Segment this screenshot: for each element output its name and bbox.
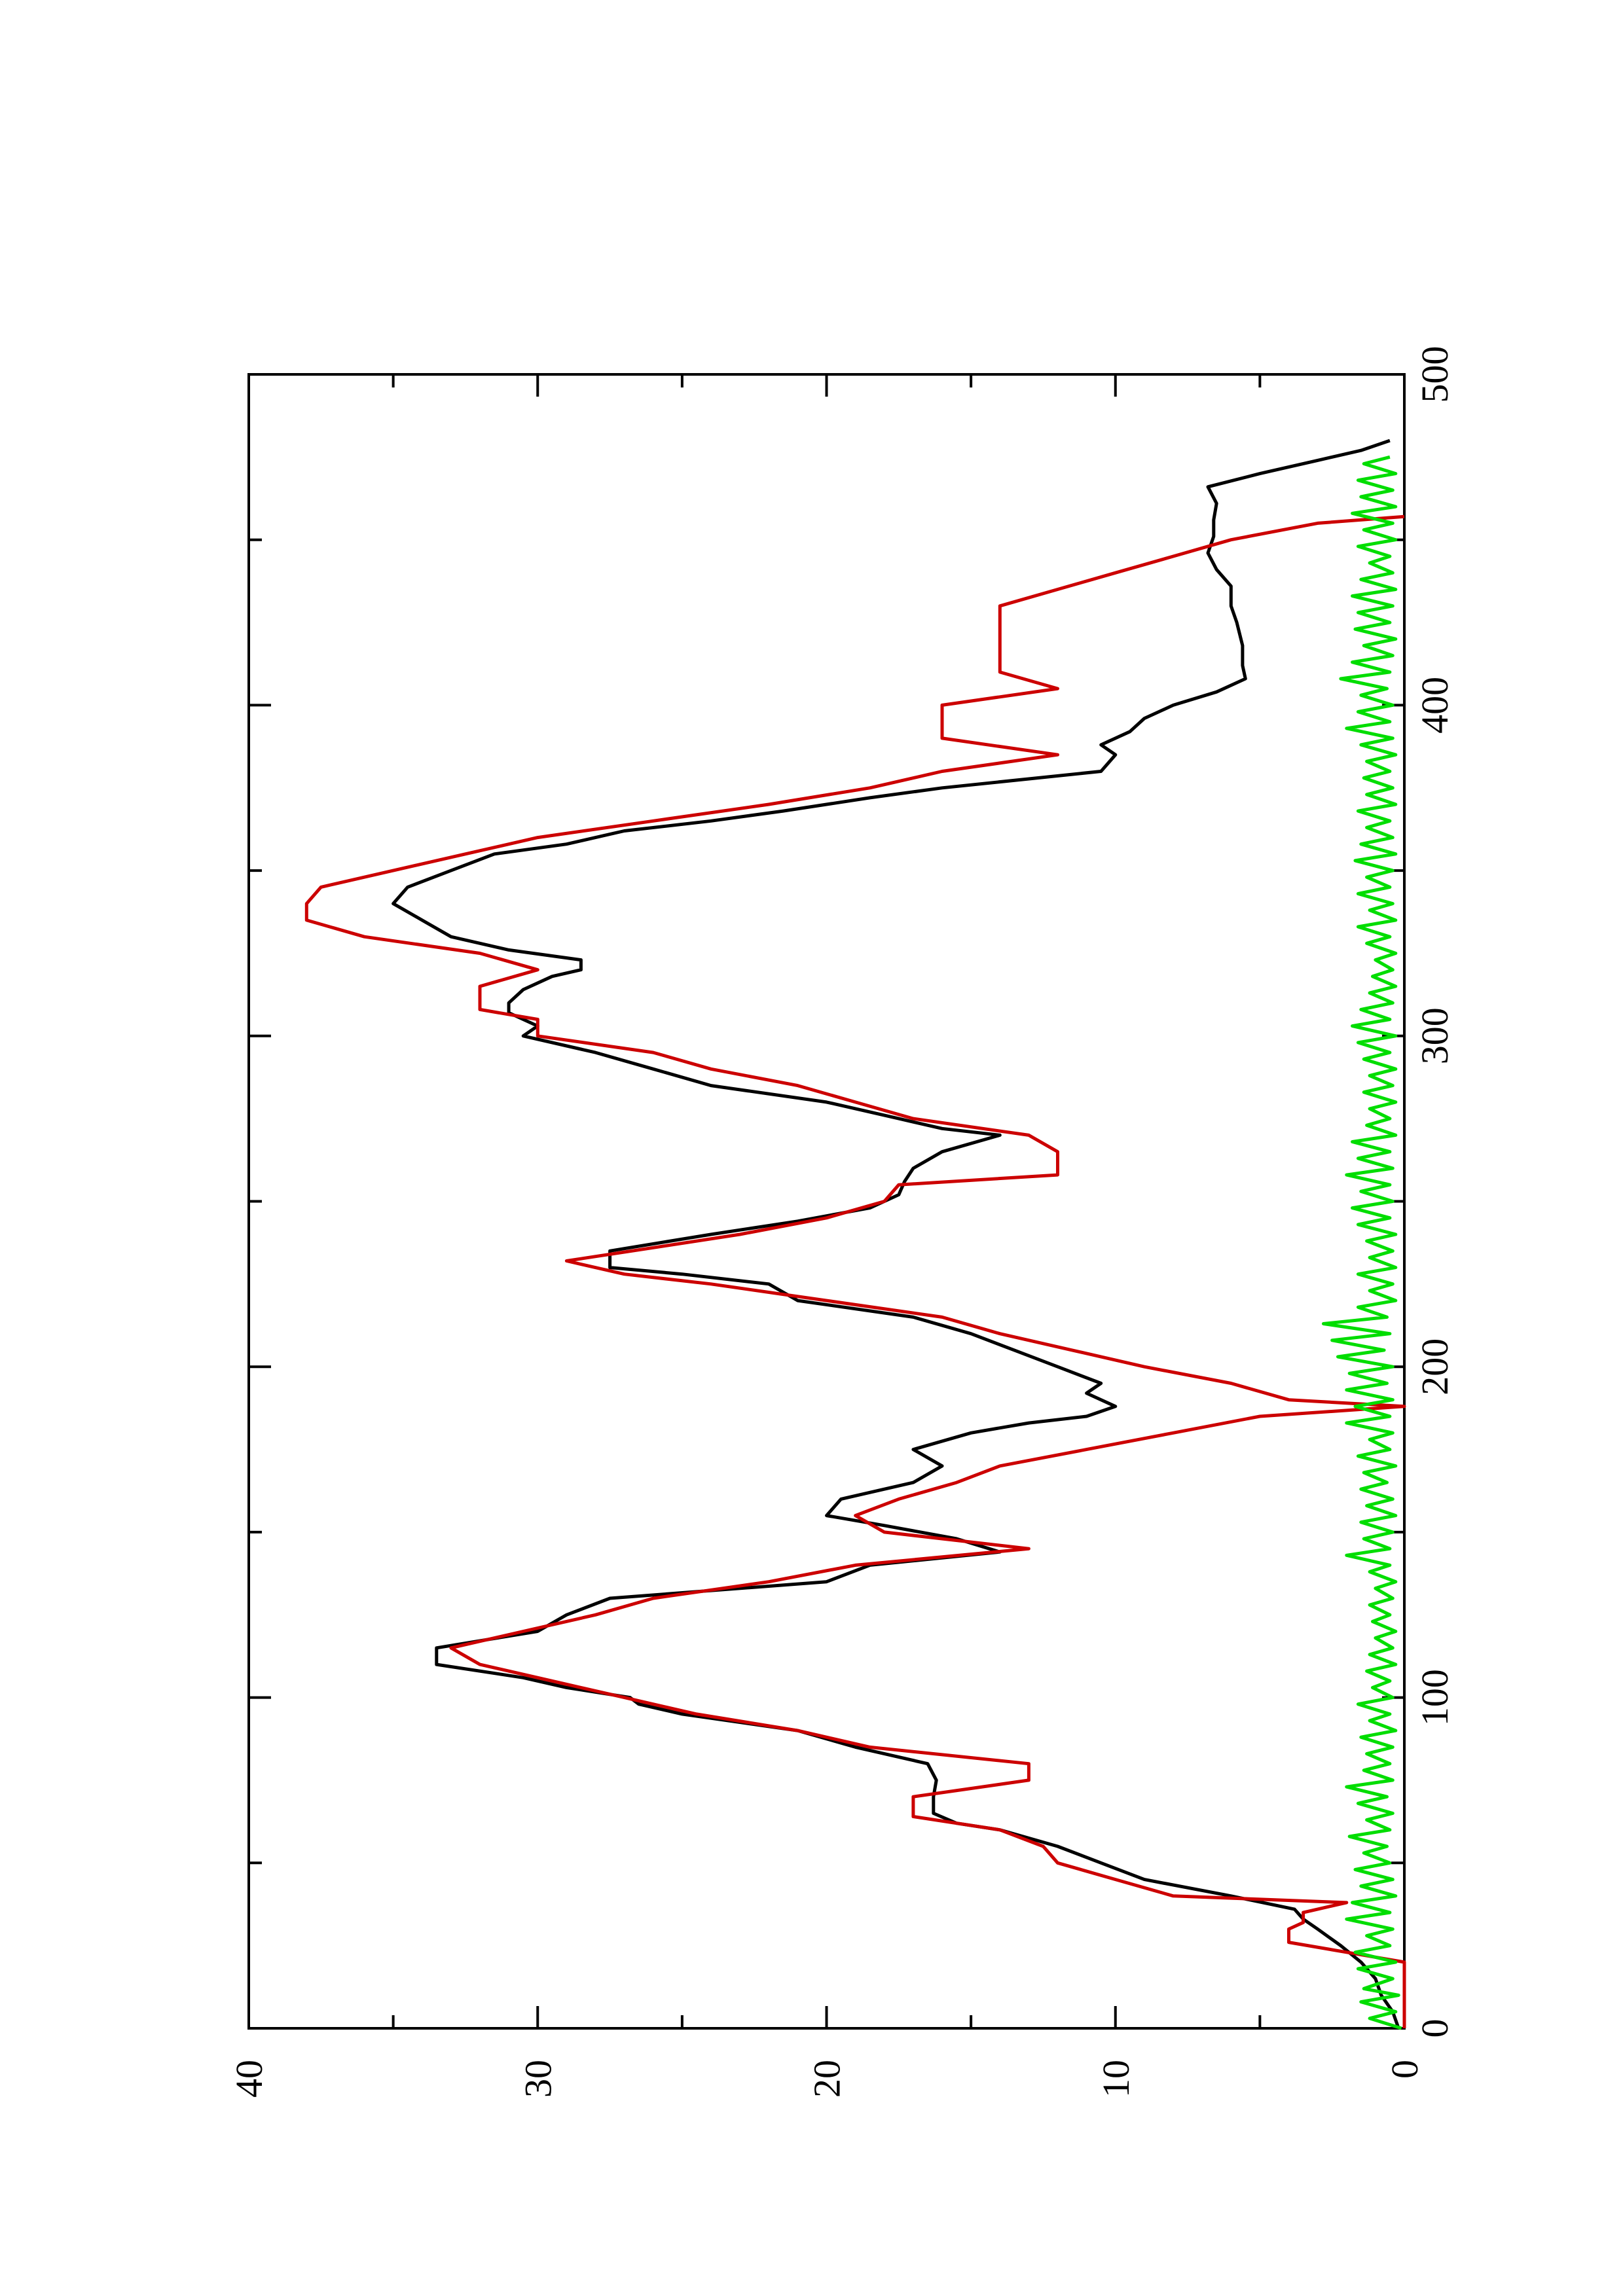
x-tick-label: 200 xyxy=(1413,1338,1456,1395)
x-tick-label: 300 xyxy=(1413,1007,1456,1064)
series-line-2 xyxy=(304,514,1406,2028)
plot-frame xyxy=(247,373,1406,2030)
axis-tick-labels: 0 100 200 300 400 500 0 10 20 30 40 xyxy=(228,346,1456,2098)
y-tick-label: 10 xyxy=(1095,2060,1137,2098)
y-tick-label: 30 xyxy=(517,2060,559,2098)
x-tick-label: 500 xyxy=(1413,346,1456,403)
axis-ticks xyxy=(247,373,1406,2030)
y-tick-label: 40 xyxy=(228,2060,270,2098)
x-tick-label: 100 xyxy=(1413,1669,1456,1726)
x-tick-label: 0 xyxy=(1413,2019,1456,2038)
series-layer xyxy=(304,439,1406,2030)
series-line-3 xyxy=(1322,455,1402,2030)
y-tick-label: 20 xyxy=(806,2060,848,2098)
series-line-1 xyxy=(392,439,1400,2029)
x-tick-label: 400 xyxy=(1413,677,1456,734)
y-tick-label: 0 xyxy=(1383,2060,1426,2079)
